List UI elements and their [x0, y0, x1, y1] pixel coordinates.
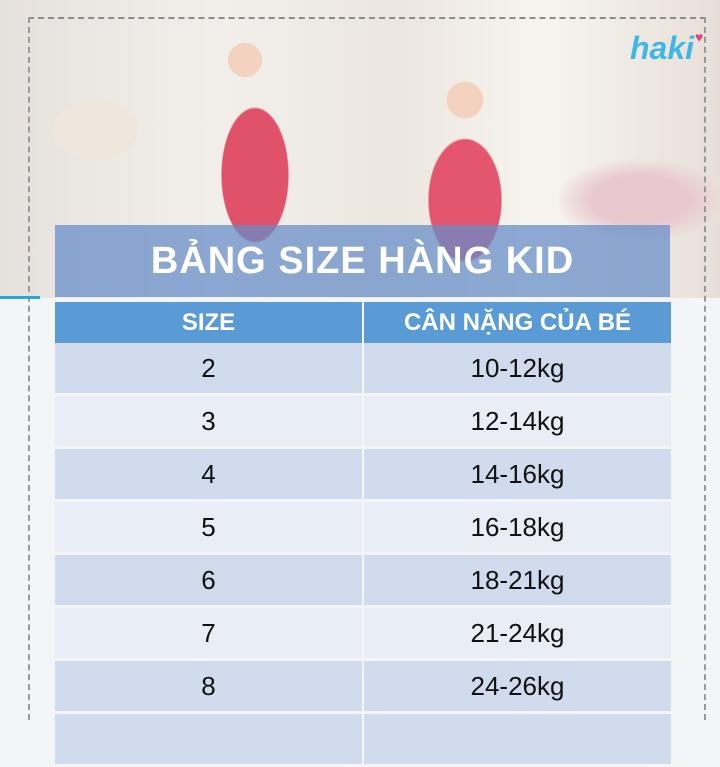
weight-cell: 10-12kg — [364, 343, 671, 393]
size-cell: 6 — [55, 555, 362, 605]
dashed-frame-top — [28, 17, 706, 19]
brand-logo: haki ♥ — [630, 30, 703, 67]
size-cell: 7 — [55, 608, 362, 658]
accent-line — [0, 296, 40, 299]
table-row: 4 14-16kg — [55, 449, 671, 499]
table-body: 2 10-12kg 3 12-14kg 4 14-16kg 5 16-18kg 6 18-21kg… — [55, 343, 671, 764]
size-cell: 2 — [55, 343, 362, 393]
header-weight: CÂN NẶNG CỦA BÉ — [364, 302, 671, 343]
logo-text: haki — [630, 30, 695, 66]
weight-cell: 14-16kg — [364, 449, 671, 499]
dashed-frame-left — [28, 17, 30, 720]
table-row: 2 10-12kg — [55, 343, 671, 393]
table-row: 3 12-14kg — [55, 396, 671, 446]
size-cell: 4 — [55, 449, 362, 499]
weight-cell: 24-26kg — [364, 661, 671, 711]
table-row: 5 16-18kg — [55, 502, 671, 552]
heart-icon: ♥ — [695, 29, 704, 45]
size-cell: 3 — [55, 396, 362, 446]
size-table: SIZE CÂN NẶNG CỦA BÉ 2 10-12kg 3 12-14kg 4 14… — [55, 302, 671, 767]
size-cell: 8 — [55, 661, 362, 711]
table-row: 6 18-21kg — [55, 555, 671, 605]
weight-cell: 16-18kg — [364, 502, 671, 552]
banner-title: BẢNG SIZE HÀNG KID — [55, 225, 670, 297]
table-header: SIZE CÂN NẶNG CỦA BÉ — [55, 302, 671, 343]
empty-cell — [364, 714, 671, 764]
table-row: 8 24-26kg — [55, 661, 671, 711]
table-row-partial — [55, 714, 671, 764]
dashed-frame-right — [704, 17, 706, 720]
empty-cell — [55, 714, 362, 764]
header-size: SIZE — [55, 302, 362, 343]
weight-cell: 12-14kg — [364, 396, 671, 446]
size-cell: 5 — [55, 502, 362, 552]
table-row: 7 21-24kg — [55, 608, 671, 658]
weight-cell: 18-21kg — [364, 555, 671, 605]
weight-cell: 21-24kg — [364, 608, 671, 658]
